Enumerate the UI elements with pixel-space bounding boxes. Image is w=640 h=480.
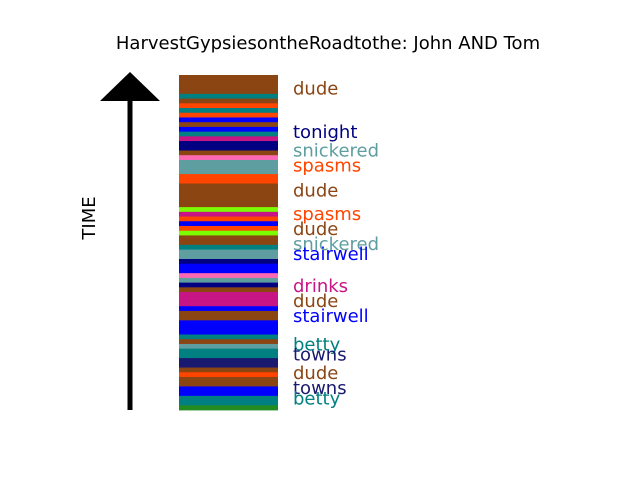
time-arrow-head-icon — [100, 72, 160, 101]
stripe — [179, 164, 278, 170]
stripe — [179, 367, 278, 373]
stripe-band — [179, 75, 278, 411]
term-label: betty — [293, 388, 341, 409]
term-label: dude — [293, 78, 338, 99]
stripe — [179, 249, 278, 255]
stripe — [179, 273, 278, 279]
stripe — [179, 391, 278, 397]
stripe — [179, 348, 278, 354]
stripe — [179, 277, 278, 284]
term-label: spasms — [293, 204, 361, 225]
stripe — [179, 230, 278, 236]
stripe — [179, 240, 278, 246]
term-label: dude — [293, 219, 338, 240]
stripe — [179, 259, 278, 265]
stripe — [179, 122, 278, 128]
stripe — [179, 89, 278, 95]
stripe — [179, 84, 278, 90]
stripe — [179, 325, 278, 331]
term-label: snickered — [293, 234, 379, 255]
stripe — [179, 225, 278, 232]
stripe — [179, 339, 278, 345]
stripe — [179, 244, 278, 250]
stripe — [179, 117, 278, 123]
stripe — [179, 188, 278, 194]
stripe — [179, 400, 278, 406]
stripe — [179, 221, 278, 227]
term-label: snickered — [293, 140, 379, 161]
stripe — [179, 145, 278, 151]
stripe — [179, 131, 278, 137]
term-label: dude — [293, 363, 338, 384]
stripe — [179, 320, 278, 326]
stripe — [179, 395, 278, 401]
term-label: stairwell — [293, 244, 369, 265]
stripe — [179, 301, 278, 307]
stripe — [179, 126, 278, 133]
stripe — [179, 296, 278, 302]
stripe — [179, 141, 278, 147]
term-label: drinks — [293, 276, 348, 297]
term-label: stairwell — [293, 306, 369, 327]
stripe — [179, 211, 278, 217]
stripe — [179, 376, 278, 383]
stripe — [179, 174, 278, 180]
stripe — [179, 329, 278, 335]
stripe — [179, 334, 278, 340]
stripe — [179, 263, 278, 269]
stripe — [179, 235, 278, 241]
stripe — [179, 98, 278, 104]
stripe — [179, 292, 278, 298]
stripe — [179, 254, 278, 260]
stripe — [179, 108, 278, 114]
stripe — [179, 306, 278, 312]
term-label: dude — [293, 181, 338, 202]
stripe — [179, 202, 278, 208]
stripe — [179, 79, 278, 85]
stripe — [179, 358, 278, 364]
stripe — [179, 372, 278, 378]
stripe — [179, 381, 278, 387]
term-label: tonight — [293, 122, 357, 143]
stripe — [179, 93, 278, 99]
stripe — [179, 150, 278, 156]
stripe — [179, 315, 278, 321]
stripe — [179, 169, 278, 175]
stripe — [179, 112, 278, 118]
stripe — [179, 192, 278, 199]
stripe — [179, 159, 278, 166]
stripe — [179, 282, 278, 288]
stripe — [179, 207, 278, 213]
stripe — [179, 183, 278, 189]
stripe — [179, 287, 278, 293]
stripe — [179, 405, 278, 411]
stripe — [179, 216, 278, 222]
stripe — [179, 343, 278, 350]
y-axis-label: TIME — [79, 196, 100, 240]
stripe — [179, 310, 278, 317]
stripe — [179, 362, 278, 368]
stripe — [179, 386, 278, 392]
term-label: spasms — [293, 155, 361, 176]
stripe — [179, 178, 278, 184]
stripe — [179, 155, 278, 161]
chart-title: HarvestGypsiesontheRoadtothe: John AND T… — [116, 33, 540, 54]
stripe — [179, 136, 278, 142]
stripe — [179, 268, 278, 274]
stripe — [179, 103, 278, 109]
stripe — [179, 197, 278, 203]
stripe — [179, 75, 278, 81]
stripe — [179, 353, 278, 359]
term-label: betty — [293, 335, 341, 356]
term-labels: dudetonightsnickeredspasmsdudespasmsdude… — [293, 78, 379, 409]
term-label: towns — [293, 378, 347, 399]
term-label: dude — [293, 291, 338, 312]
term-label: towns — [293, 345, 347, 366]
